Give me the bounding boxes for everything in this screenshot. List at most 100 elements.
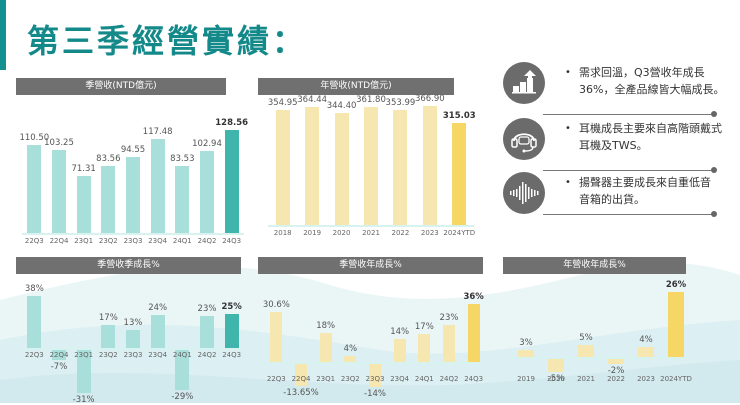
category-label: 24Q3: [222, 237, 242, 245]
data-label: 14%: [390, 327, 410, 338]
bar-22Q3: [27, 295, 42, 348]
data-label: 94.55: [120, 145, 146, 156]
data-label: 366.90: [414, 93, 445, 104]
bar-24Q2: [443, 324, 455, 362]
bullet-item-speakers: • 揚聲器主要成長來自重低音 音箱的出貨。: [503, 172, 740, 228]
data-label: 103.25: [44, 138, 74, 149]
data-label: -7%: [50, 361, 68, 372]
category-label: 24Q2: [197, 237, 217, 245]
data-label: 364.44: [297, 94, 328, 105]
data-label: 23%: [197, 304, 217, 315]
chart-quarterly-qoq-growth: 季營收季成長% 38% 22Q3 -7% 22Q4 -31% 23Q1 17% 23Q2 13% 2…: [16, 257, 244, 405]
chart-title: 季營收年成長%: [258, 257, 483, 274]
chart-title: 年營收(NTD億元): [258, 78, 454, 95]
category-label: 2023: [420, 229, 439, 237]
bullet-text: 需求回溫，Q3營收年成長 36%，全產品線皆大幅成長。: [579, 66, 725, 96]
axis-baseline: [511, 357, 691, 359]
bar-2020: [334, 113, 349, 225]
category-label: 23Q2: [340, 375, 360, 383]
bar-23Q2: [344, 355, 357, 362]
data-label: 36%: [463, 291, 484, 302]
data-label: 4%: [343, 343, 358, 354]
data-label: 110.50: [19, 132, 50, 143]
data-label: 26%: [665, 280, 687, 290]
category-label: 23Q3: [123, 351, 143, 359]
bullet-item-headphones: • 耳機成長主要來自高階頭戴式 耳機及TWS。: [503, 118, 740, 174]
category-label: 24Q2: [439, 375, 459, 383]
bullet-item-demand: • 需求回溫，Q3營收年成長 36%，全產品線皆大幅成長。: [503, 62, 740, 118]
bar-24Q3: [224, 313, 239, 348]
axis-baseline: [22, 348, 244, 350]
data-label: -13.65%: [283, 388, 319, 399]
data-label: 25%: [221, 301, 242, 312]
data-label: 344.40: [326, 101, 357, 112]
bar-23Q2: [101, 166, 116, 233]
divider: [543, 114, 713, 115]
category-label: 24Q2: [197, 351, 217, 359]
bullet-text: 揚聲器主要成長來自重低音 音箱的出貨。: [579, 176, 711, 206]
headset-icon: [503, 118, 545, 160]
category-label: 23Q3: [123, 237, 143, 245]
chart-quarterly-yoy-growth: 季營收年成長% 30.6% 22Q3 -13.65% 22Q4 18% 23Q1 4% 23Q2…: [258, 257, 486, 403]
bar-22Q4: [52, 150, 66, 233]
bar-24Q3: [467, 303, 480, 362]
data-label: 4%: [639, 335, 653, 345]
bar-23Q4: [393, 339, 406, 362]
bar-2018: [275, 109, 290, 225]
divider: [543, 170, 713, 171]
page-title: 第三季經營實績：: [27, 22, 308, 60]
data-label: 128.56: [215, 118, 249, 129]
chart-title: 年營收年成長%: [503, 257, 686, 274]
data-label: -29%: [171, 391, 194, 402]
data-label: 102.94: [192, 138, 222, 149]
data-label: -2%: [607, 366, 625, 376]
divider: [543, 214, 713, 215]
data-label: 83.53: [170, 154, 195, 165]
category-label: 24Q3: [222, 351, 242, 359]
category-label: 22Q4: [49, 351, 69, 359]
bar-2022: [393, 109, 408, 225]
data-label: 24%: [148, 303, 168, 313]
bar-23Q4: [150, 315, 165, 348]
category-label: 23Q3: [365, 375, 385, 383]
axis-baseline: [268, 225, 474, 227]
data-label: 30.6%: [262, 300, 290, 311]
category-label: 2020: [547, 375, 565, 383]
bar-23Q2: [101, 324, 116, 348]
data-label: 353.99: [385, 97, 416, 108]
data-label: 17%: [414, 322, 434, 333]
category-label: 23Q4: [390, 375, 410, 383]
category-label: 22Q4: [291, 375, 311, 383]
data-label: 23%: [439, 312, 459, 323]
category-label: 23Q2: [98, 237, 118, 245]
category-label: 22Q3: [24, 237, 44, 245]
category-label: 2024YTD: [660, 375, 692, 383]
category-label: 2019: [303, 229, 322, 237]
bar-24Q1: [175, 350, 190, 390]
axis-baseline: [264, 362, 486, 364]
category-label: 2022: [607, 375, 625, 383]
bar-2024YTD: [452, 122, 467, 225]
category-label: 2018: [273, 229, 292, 237]
category-label: 2020: [332, 229, 351, 237]
category-label: 23Q1: [316, 375, 336, 383]
bar-23Q1: [76, 350, 91, 393]
chart-annual-yoy-growth: 年營收年成長% 3% 2019 -5% 2020 5% 2021 -2% 2022 4% 2023 2…: [503, 257, 740, 403]
growth-chart-icon: [503, 62, 545, 104]
category-label: 2022: [391, 229, 410, 237]
data-label: 13%: [123, 318, 143, 329]
bar-22Q4: [52, 350, 66, 360]
chart-annual-revenue: 年營收(NTD億元) 354.95 2018 364.44 2019 344.40 2020…: [258, 78, 484, 243]
bar-2019: [305, 106, 320, 225]
chart-quarterly-revenue: 季營收(NTD億元) 110.50 22Q3 103.25 22Q4 71.31 23Q1 8…: [16, 78, 248, 245]
bar-2022: [608, 359, 624, 364]
category-label: 23Q4: [148, 351, 168, 359]
chart-title: 季營收季成長%: [16, 257, 241, 274]
data-label: 83.56: [96, 154, 121, 165]
bar-2024YTD: [668, 292, 684, 357]
bar-23Q3: [369, 364, 381, 387]
category-label: 24Q1: [414, 375, 434, 383]
bar-2021: [578, 344, 594, 357]
category-label: 24Q1: [172, 237, 192, 245]
data-label: 3%: [519, 337, 533, 348]
